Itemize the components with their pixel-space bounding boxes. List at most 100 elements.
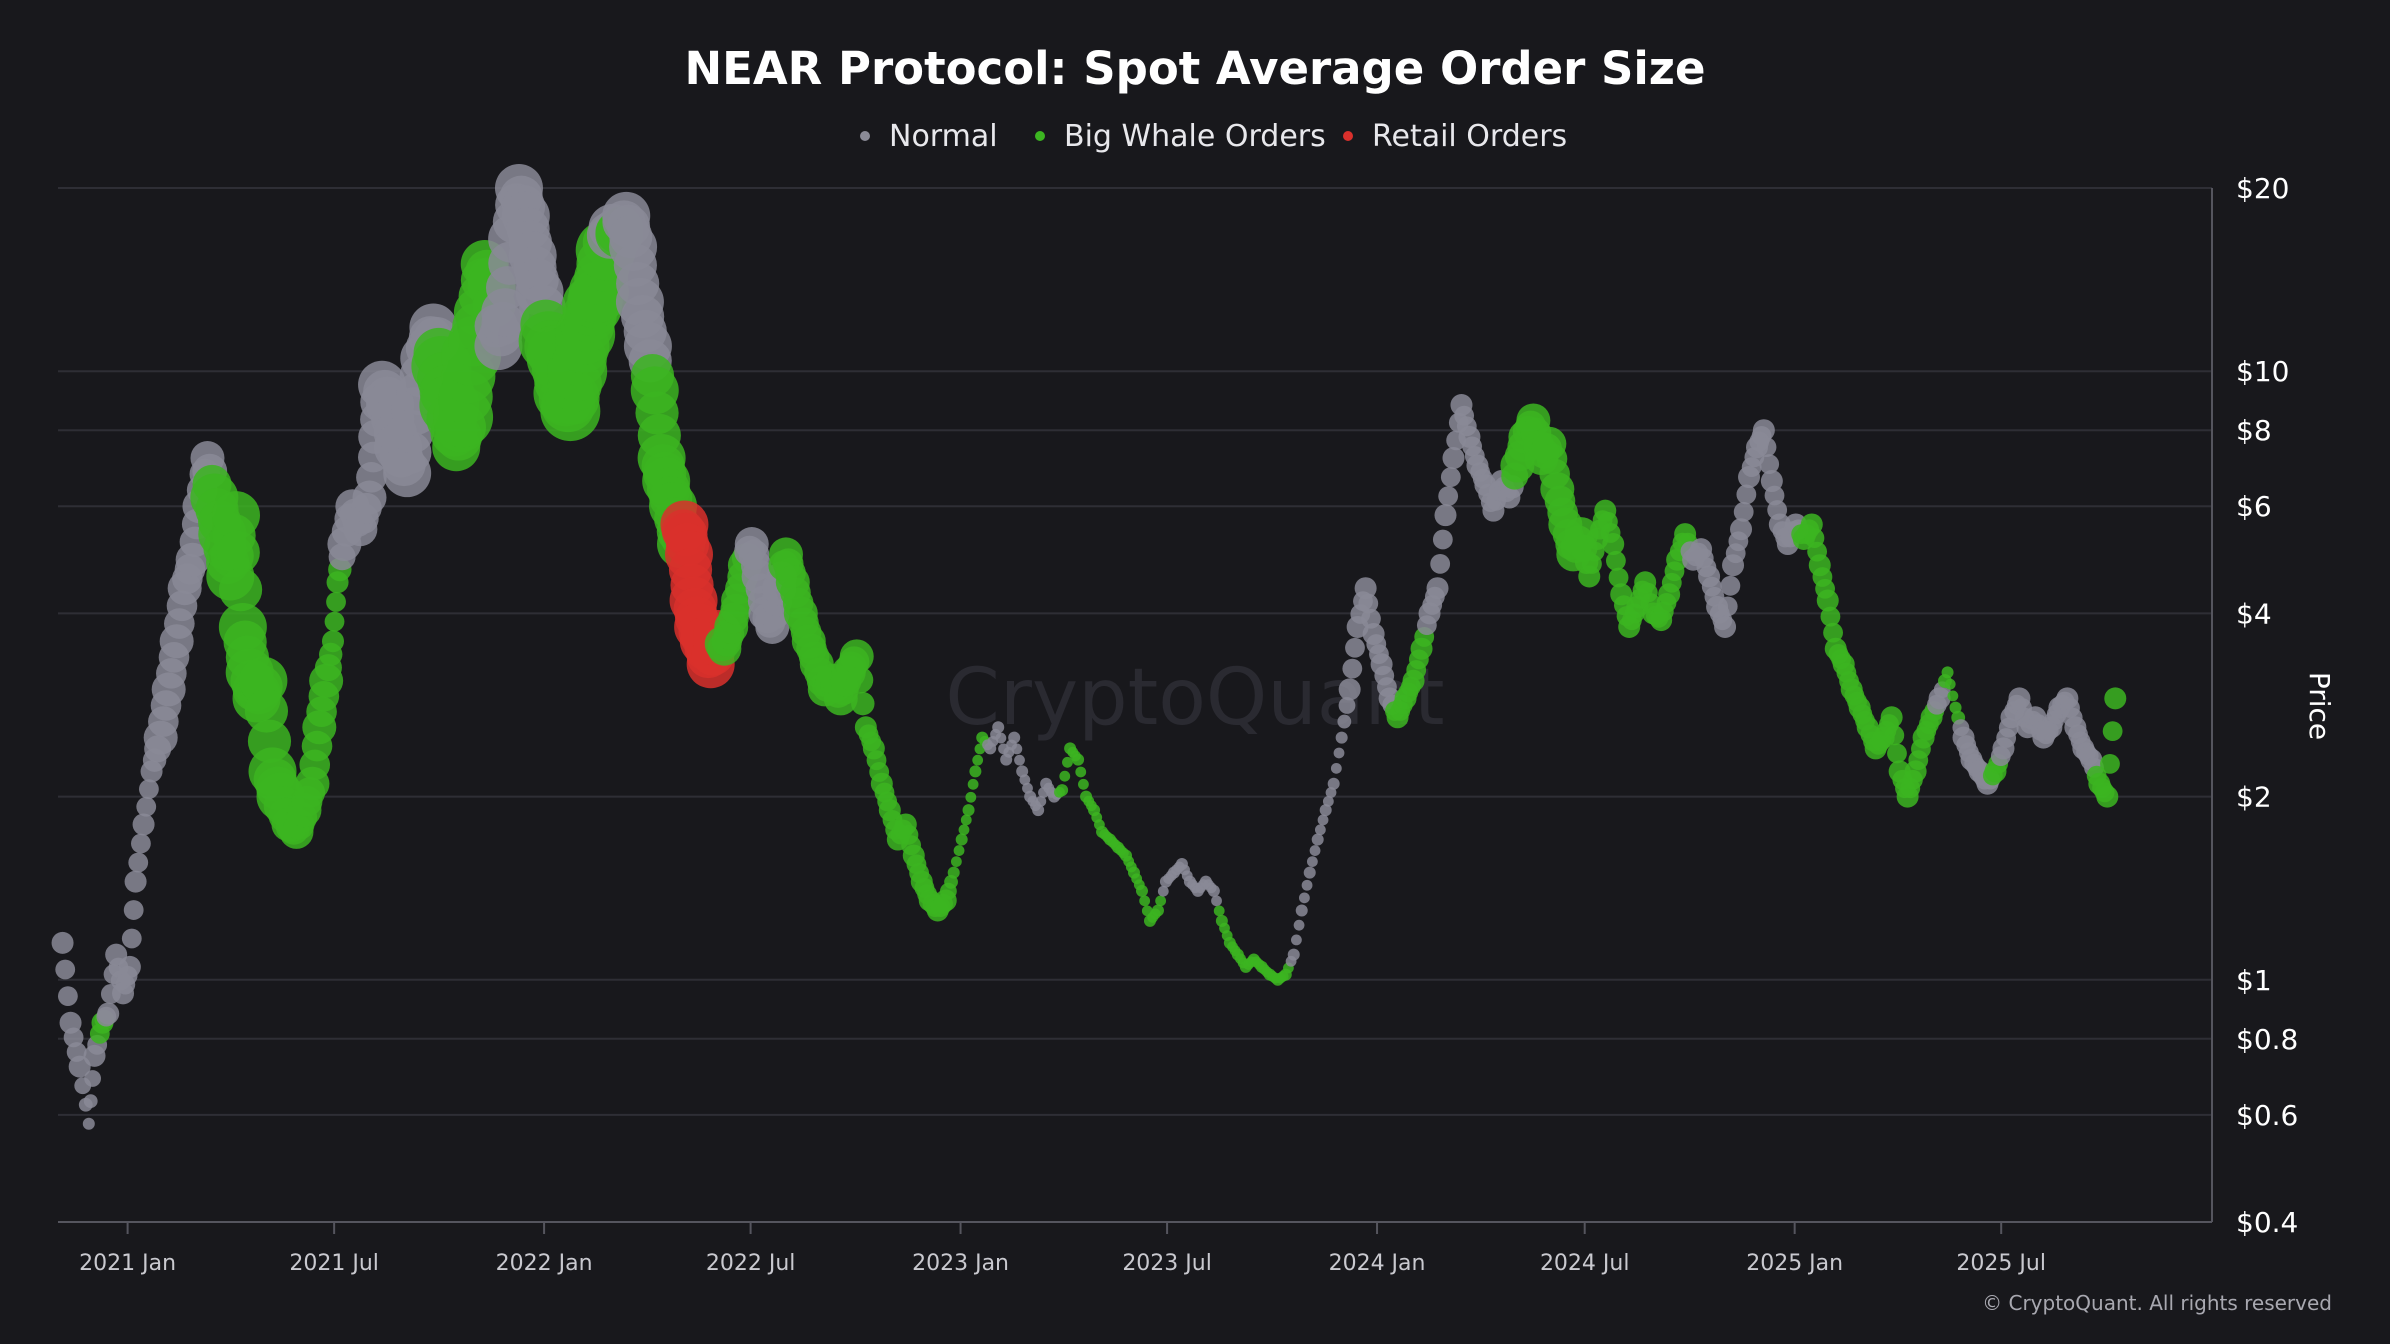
- data-point-normal: [1338, 678, 1361, 701]
- data-point-whale: [216, 530, 260, 575]
- data-point-normal: [1756, 437, 1777, 458]
- x-tick-label: 2022 Jan: [496, 1251, 593, 1276]
- chart-title: NEAR Protocol: Spot Average Order Size: [684, 42, 1705, 95]
- data-point-normal: [128, 852, 149, 873]
- y-tick-label: $6: [2236, 490, 2272, 523]
- data-point-normal: [1019, 774, 1031, 786]
- data-point-normal: [1759, 454, 1780, 474]
- x-tick-labels: 2021 Jan 2021 Jul 2022 Jan 2022 Jul 2023 Jan…: [79, 1222, 2046, 1276]
- data-point-whale: [2102, 721, 2123, 742]
- legend-label: Big Whale Orders: [1064, 119, 1326, 154]
- data-point-normal: [1335, 731, 1348, 744]
- data-point-whale: [1605, 550, 1626, 571]
- y-tick-label: $0.4: [2236, 1206, 2298, 1239]
- data-point-normal: [123, 900, 144, 920]
- data-point-normal: [1432, 529, 1453, 550]
- data-point-whale: [1059, 770, 1071, 782]
- data-point-normal: [57, 986, 78, 1007]
- data-point-normal: [1337, 714, 1352, 729]
- legend-item[interactable]: Big Whale Orders: [1035, 119, 1326, 154]
- data-point-normal: [1440, 467, 1461, 487]
- data-point-whale: [972, 754, 984, 766]
- data-point-normal: [1358, 593, 1379, 614]
- watermark: CryptoQuant: [945, 653, 1444, 743]
- x-tick-label: 2025 Jan: [1746, 1251, 1843, 1276]
- data-point-normal: [1014, 754, 1025, 766]
- data-point-whale: [958, 824, 970, 836]
- data-point-whale: [1947, 690, 1959, 702]
- y-axis-label: Price: [2303, 672, 2336, 740]
- data-point-normal: [995, 732, 1007, 744]
- data-point-normal: [1016, 765, 1029, 778]
- data-point-whale: [1823, 622, 1843, 643]
- data-point-normal: [1736, 484, 1757, 505]
- data-point-whale: [2104, 687, 2127, 710]
- legend-label: Normal: [889, 119, 998, 154]
- y-tick-label: $1: [2236, 964, 2272, 997]
- data-point-whale: [955, 833, 968, 846]
- data-point-whale: [1887, 743, 1907, 764]
- data-point-whale: [969, 765, 982, 778]
- data-point-normal: [1157, 885, 1169, 897]
- data-point-normal: [1309, 845, 1321, 856]
- legend-item[interactable]: Retail Orders: [1343, 119, 1567, 154]
- legend-marker: [1343, 131, 1353, 141]
- data-point-normal: [1717, 596, 1738, 617]
- data-point-normal: [1211, 895, 1222, 907]
- data-point-normal: [1319, 804, 1332, 817]
- data-point-normal: [1311, 833, 1324, 846]
- legend-item[interactable]: Normal: [860, 119, 998, 154]
- data-point-whale: [324, 611, 345, 632]
- data-point-whale: [1820, 606, 1841, 627]
- y-tick-label: $2: [2236, 781, 2272, 814]
- x-tick-label: 2025 Jul: [1956, 1251, 2046, 1276]
- data-point-whale: [1213, 905, 1225, 917]
- data-point-whale: [1151, 904, 1164, 917]
- data-point-normal: [1752, 419, 1775, 442]
- x-tick-label: 2022 Jul: [706, 1251, 796, 1276]
- data-point-normal: [1287, 948, 1300, 961]
- y-tick-label: $0.6: [2236, 1099, 2298, 1132]
- data-point-whale: [965, 791, 977, 803]
- data-point-normal: [1008, 731, 1021, 744]
- data-point-whale: [321, 630, 344, 653]
- data-point-whale: [1884, 725, 1905, 746]
- data-point-whale: [2096, 785, 2119, 808]
- data-point-normal: [1430, 553, 1451, 574]
- x-tick-label: 2024 Jan: [1329, 1251, 1426, 1276]
- data-point-normal: [1354, 577, 1377, 600]
- data-point-normal: [118, 955, 141, 978]
- data-point-whale: [1608, 567, 1629, 588]
- data-point-whale: [1056, 784, 1069, 797]
- data-point-whale: [950, 856, 962, 868]
- data-point-normal: [1730, 518, 1753, 541]
- data-point-whale: [960, 814, 972, 826]
- data-point-whale: [1602, 533, 1625, 556]
- data-point-normal: [1342, 658, 1363, 679]
- data-point-normal: [1330, 762, 1342, 774]
- data-point-normal: [84, 1070, 102, 1087]
- data-point-normal: [1032, 804, 1045, 817]
- data-point-whale: [1816, 589, 1839, 612]
- y-tick-label: $20: [2236, 172, 2289, 205]
- data-point-normal: [83, 1094, 98, 1109]
- legend: Normal Big Whale Orders Retail Orders: [860, 119, 1567, 154]
- data-point-normal: [1303, 866, 1316, 879]
- y-tick-label: $0.8: [2236, 1023, 2298, 1056]
- data-point-whale: [962, 804, 975, 817]
- data-point-normal: [136, 796, 157, 817]
- data-point-normal: [1293, 919, 1305, 931]
- x-tick-label: 2021 Jan: [79, 1251, 176, 1276]
- data-point-whale: [953, 845, 965, 856]
- data-point-whale: [1135, 884, 1148, 897]
- data-point-normal: [82, 1117, 95, 1130]
- x-tick-label: 2023 Jul: [1122, 1251, 1212, 1276]
- data-point-whale: [1155, 895, 1167, 907]
- data-point-normal: [121, 928, 142, 949]
- data-point-whale: [1139, 895, 1151, 907]
- data-point-whale: [839, 639, 874, 674]
- data-point-normal: [1314, 824, 1326, 836]
- legend-label: Retail Orders: [1372, 119, 1567, 154]
- data-point-normal: [1011, 743, 1023, 755]
